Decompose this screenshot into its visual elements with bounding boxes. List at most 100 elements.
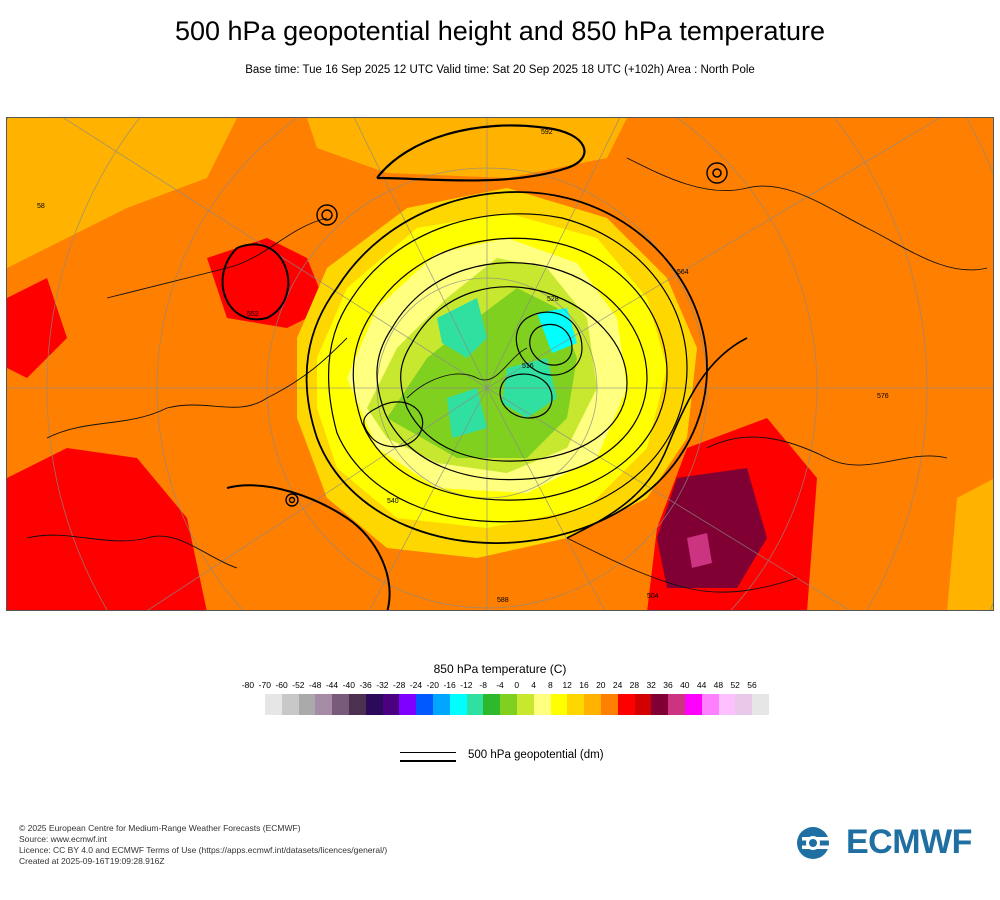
legend-tick-label: -44 — [325, 680, 339, 690]
legend-swatch — [684, 694, 702, 715]
chart-subtitle: Base time: Tue 16 Sep 2025 12 UTC Valid … — [245, 64, 755, 76]
contour-label: 516 — [522, 363, 534, 370]
legend-swatch — [567, 694, 585, 715]
legend-swatch — [416, 694, 433, 715]
coastlines — [26, 157, 988, 593]
logo-text: ECMWF — [846, 823, 972, 861]
contour-label: 564 — [677, 269, 689, 276]
legend-tick-label: -16 — [443, 680, 456, 690]
ecmwf-logo: ECMWF — [796, 823, 986, 862]
source-text: Source: www.ecmwf.int — [19, 834, 107, 844]
legend-swatch — [382, 694, 400, 715]
legend-tick-label: 4 — [531, 680, 536, 690]
legend-title: 850 hPa temperature (C) — [433, 662, 567, 676]
contour-label: 58 — [37, 203, 45, 210]
legend-swatch — [584, 694, 601, 715]
legend-tick-label: -28 — [393, 680, 406, 690]
geopotential-contours — [221, 124, 748, 610]
contour-label: 552 — [247, 311, 259, 318]
legend-tick-label: -48 — [309, 680, 322, 690]
very-hot-zone — [657, 468, 767, 588]
legend-swatch — [281, 694, 299, 715]
legend-swatch — [315, 694, 333, 715]
polar-cold-a — [437, 298, 487, 358]
legend-swatch — [466, 694, 484, 715]
legend-swatch — [718, 694, 736, 715]
map-panel: 592 552 564 528 540 516 576 588 504 58 — [6, 117, 994, 611]
temperature-map: 592 552 564 528 540 516 576 588 504 58 — [7, 118, 993, 610]
legend-swatch — [651, 694, 669, 715]
legend-tick-label: 20 — [596, 680, 606, 690]
legend-color-bar — [265, 694, 769, 715]
legend-tick-label: 56 — [747, 680, 757, 690]
legend-tick-label: 24 — [612, 680, 623, 690]
legend-swatch — [550, 694, 568, 715]
contour-label: 540 — [387, 498, 399, 505]
legend-swatch — [298, 694, 316, 715]
legend-ticks: -80 -70 -60 -52 -48 -44 -40 -36 -32 -28 -24 -20 -16-… — [0, 680, 1000, 692]
legend-swatch — [533, 694, 551, 715]
legend-tick-label: -20 — [426, 680, 439, 690]
legend-line-thin — [400, 752, 456, 753]
hot-zone-nw — [207, 238, 327, 328]
legend-tick-label: 16 — [579, 680, 589, 690]
legend-tick-label: -4 — [496, 680, 504, 690]
logo-icon — [797, 827, 842, 859]
legend-swatch — [483, 694, 501, 715]
legend-tick-label: 44 — [696, 680, 707, 690]
geopotential-legend-label: 500 hPa geopotential (dm) — [468, 749, 604, 761]
legend-tick-label: -24 — [409, 680, 423, 690]
legend-swatch — [449, 694, 467, 715]
legend-tick-label: -8 — [479, 680, 487, 690]
polar-cold-c — [537, 308, 577, 353]
contour-label: 528 — [547, 296, 559, 303]
contour-label: 592 — [541, 129, 553, 136]
legend-tick-label: 52 — [730, 680, 740, 690]
legend-tick-label: -40 — [342, 680, 355, 690]
legend-tick-label: -12 — [460, 680, 473, 690]
legend-tick-label: 40 — [680, 680, 690, 690]
legend-tick-label: 28 — [629, 680, 640, 690]
legend-tick-label: 0 — [514, 680, 520, 690]
legend-swatch — [668, 694, 685, 715]
contour-label: 576 — [877, 393, 889, 400]
legend-tick-label: -60 — [275, 680, 288, 690]
contour-label: 504 — [647, 593, 659, 600]
legend-swatch — [265, 694, 282, 715]
legend-tick-label: -80 — [241, 680, 255, 690]
legend-swatch — [332, 694, 349, 715]
legend-tick-label: 32 — [646, 680, 656, 690]
contour-label: 588 — [497, 597, 509, 604]
legend-tick-label: -70 — [258, 680, 271, 690]
hottest-spot — [687, 533, 712, 568]
legend-tick-label: -32 — [376, 680, 389, 690]
legend-tick-label: 48 — [713, 680, 724, 690]
contour-labels: 592 552 564 528 540 516 576 588 504 58 — [37, 129, 889, 604]
hot-zone-w — [7, 278, 67, 378]
legend-swatch — [348, 694, 366, 715]
legend-swatch — [500, 694, 517, 715]
legend-tick-label: -52 — [292, 680, 305, 690]
hot-zone-sw — [7, 448, 207, 610]
legend-tick-label: 36 — [663, 680, 673, 690]
legend-tick-label: -36 — [359, 680, 372, 690]
legend-swatch — [634, 694, 652, 715]
warm-zone-nw — [7, 118, 237, 268]
legend-swatch — [516, 694, 534, 715]
footer: © 2025 European Centre for Medium-Range … — [19, 823, 387, 867]
legend-swatch — [365, 694, 383, 715]
legend-swatch — [600, 694, 618, 715]
legend-swatch — [617, 694, 635, 715]
legend-swatch — [735, 694, 753, 715]
chart-title: 500 hPa geopotential height and 850 hPa … — [174, 16, 825, 46]
legend-tick-label: 12 — [562, 680, 572, 690]
legend-tick-label: 8 — [548, 680, 553, 690]
created-text: Created at 2025-09-16T19:09:28.916Z — [19, 856, 165, 866]
legend-swatch — [399, 694, 417, 715]
warm-zone-n — [307, 118, 627, 178]
licence-text: Licence: CC BY 4.0 and ECMWF Terms of Us… — [19, 845, 388, 855]
warm-zone-e — [947, 479, 993, 610]
copyright-text: © 2025 European Centre for Medium-Range … — [19, 823, 301, 833]
legend-line-thick — [400, 760, 456, 762]
legend-swatch — [752, 694, 769, 715]
